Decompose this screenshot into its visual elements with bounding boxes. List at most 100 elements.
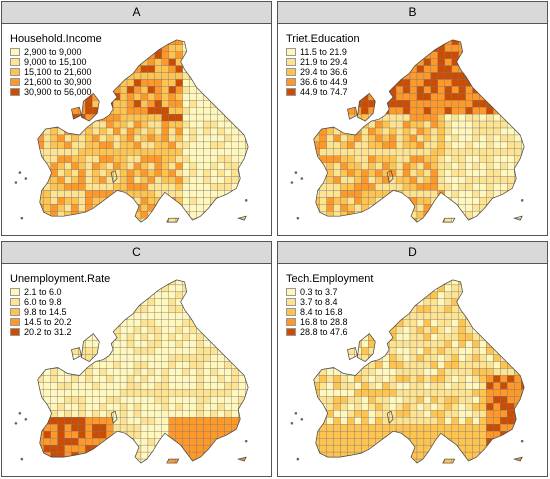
region-cell <box>409 312 418 320</box>
region-cell <box>486 264 493 271</box>
region-cell <box>238 382 246 390</box>
region-cell <box>368 431 376 439</box>
region-cell <box>231 312 239 320</box>
region-cell <box>466 24 473 31</box>
region-cell <box>423 361 432 369</box>
region-cell <box>424 31 431 38</box>
region-cell <box>217 211 225 219</box>
region-cell <box>85 232 92 235</box>
region-cell <box>43 107 51 115</box>
region-cell <box>528 73 535 80</box>
region-cell <box>320 466 327 473</box>
region-cell <box>486 431 494 439</box>
region-cell <box>37 431 44 439</box>
region-cell <box>106 396 114 404</box>
region-cell <box>203 120 211 129</box>
legend-swatch <box>10 308 20 316</box>
region-cell <box>112 148 121 156</box>
region-cell <box>64 403 72 411</box>
region-cell <box>528 156 535 163</box>
region-cell <box>147 183 156 191</box>
region-cell <box>252 114 259 121</box>
region-cell <box>382 438 390 446</box>
region-cell <box>528 183 535 190</box>
region-cell <box>133 211 142 219</box>
region-cell <box>500 72 508 80</box>
region-cell <box>245 340 249 348</box>
region-cell <box>480 473 487 476</box>
region-cell <box>299 135 306 142</box>
region-cell <box>37 141 44 149</box>
island-outline <box>71 106 82 120</box>
region-cell <box>119 100 128 108</box>
region-cell <box>473 473 480 476</box>
region-cell <box>388 291 397 300</box>
region-cell <box>493 382 501 390</box>
region-cell <box>182 197 190 205</box>
region-cell <box>535 156 542 163</box>
region-cell <box>175 382 183 390</box>
region-cell <box>437 51 445 59</box>
region-cell <box>472 326 480 334</box>
region-cell <box>245 183 249 191</box>
region-cell <box>437 279 445 286</box>
legend-item: 14.5 to 20.2 <box>10 317 110 327</box>
region-cell <box>141 264 148 271</box>
region-cell <box>133 361 142 369</box>
legend-label: 44.9 to 74.7 <box>300 87 348 97</box>
region-cell <box>51 473 58 476</box>
region-cell <box>112 39 121 45</box>
region-cell <box>326 354 334 362</box>
region-cell <box>507 39 515 45</box>
region-cell <box>368 368 376 376</box>
region-cell <box>231 444 239 453</box>
region-cell <box>444 79 452 87</box>
region-cell <box>245 424 249 432</box>
region-cell <box>64 176 72 184</box>
legend-swatch <box>10 328 20 336</box>
region-cell <box>182 162 190 170</box>
region-cell <box>340 162 348 170</box>
region-cell <box>259 466 266 473</box>
region-cell <box>382 271 389 278</box>
region-cell <box>395 291 404 300</box>
region-cell <box>528 211 535 218</box>
region-cell <box>133 217 142 223</box>
region-cell <box>140 93 149 101</box>
region-cell <box>395 424 404 432</box>
region-cell <box>409 410 418 418</box>
region-cell <box>196 347 204 355</box>
region-cell <box>493 361 501 369</box>
region-cell <box>500 368 508 376</box>
region-cell <box>196 403 204 411</box>
region-cell <box>245 86 249 94</box>
region-cell <box>203 72 211 80</box>
region-cell <box>182 127 190 136</box>
region-cell <box>493 107 501 115</box>
region-cell <box>259 292 266 299</box>
region-cell <box>161 58 169 66</box>
region-cell <box>507 148 515 156</box>
region-cell <box>30 149 37 156</box>
region-cell <box>514 389 522 397</box>
region-cell <box>245 279 249 286</box>
region-cell <box>231 232 238 235</box>
region-cell <box>217 279 225 286</box>
region-cell <box>147 176 156 184</box>
region-cell <box>147 333 156 341</box>
region-cell <box>535 79 542 86</box>
region-cell <box>416 368 425 376</box>
region-cell <box>16 473 23 476</box>
region-cell <box>196 326 204 334</box>
region-cell <box>347 389 355 397</box>
region-cell <box>437 382 445 390</box>
region-cell <box>382 31 389 38</box>
region-cell <box>285 142 292 149</box>
region-cell <box>528 278 535 285</box>
region-cell <box>326 113 334 122</box>
region-cell <box>196 65 204 73</box>
region-cell <box>37 354 44 362</box>
region-cell <box>507 51 515 59</box>
region-cell <box>402 451 411 460</box>
region-cell <box>493 155 501 163</box>
